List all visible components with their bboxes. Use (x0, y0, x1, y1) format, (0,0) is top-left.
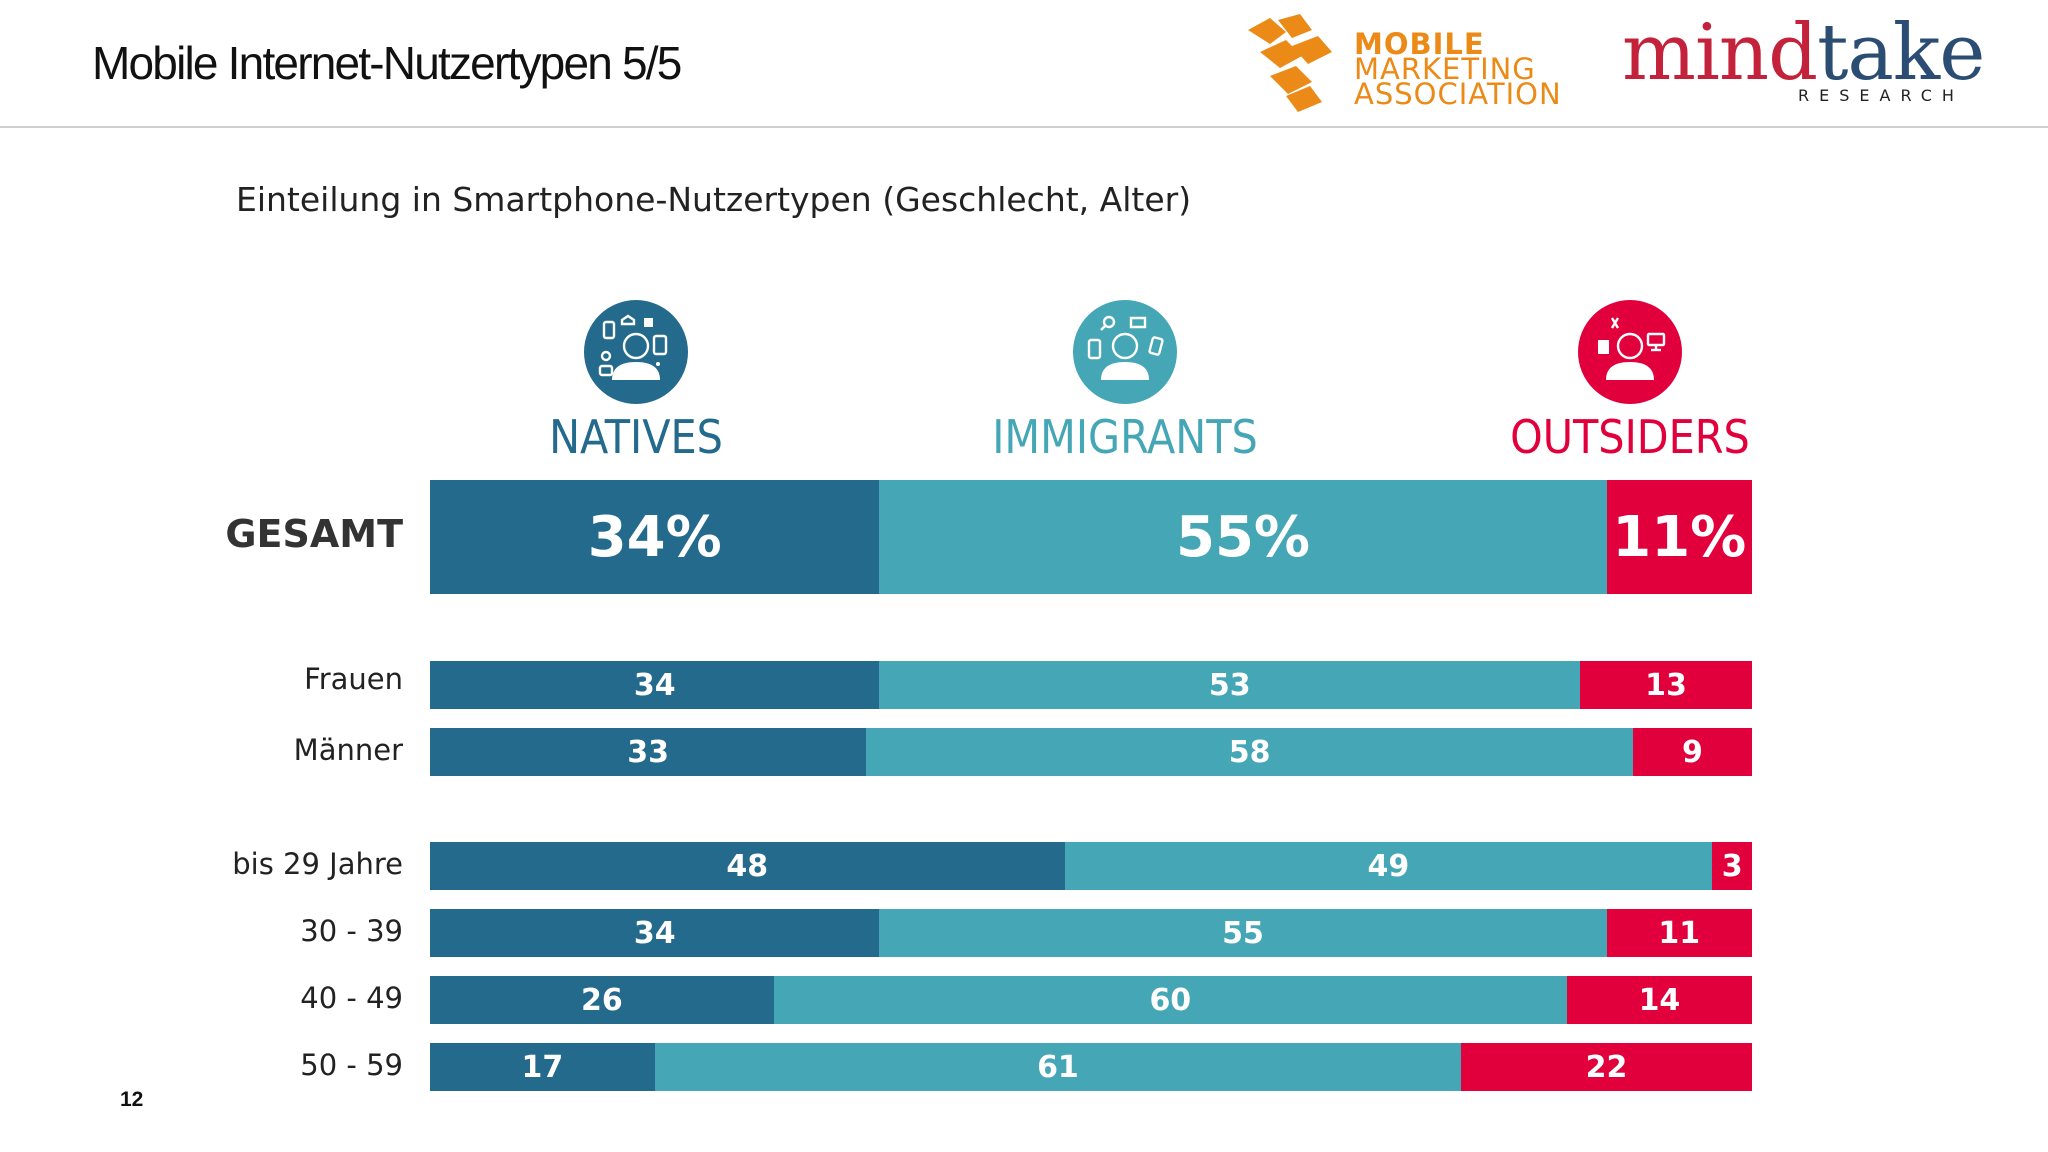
value-label-gesamt-outsiders: 11% (1612, 504, 1747, 570)
bar-50-59: 17 61 22 (430, 1043, 1752, 1091)
outsiders-label: OUTSIDERS (1510, 410, 1750, 464)
bar-segment-40-49-outsiders: 14 (1566, 976, 1752, 1024)
bar-segment-maenner-natives: 33 (430, 728, 867, 776)
outsiders-person-computer-icon (1578, 300, 1682, 404)
bar-segment-50-59-immigrants: 61 (654, 1043, 1462, 1091)
natives-label: NATIVES (549, 410, 723, 464)
mma-wordmark: MOBILE MARKETING ASSOCIATION (1354, 27, 1562, 111)
bar-segment-bis-29-outsiders: 3 (1712, 842, 1752, 890)
mindtake-word-part-1: mind (1622, 8, 1818, 98)
value-label-bis-29-immigrants: 49 (1367, 848, 1410, 884)
chart-title: Einteilung in Smartphone-Nutzertypen (Ge… (236, 180, 1192, 219)
value-label-50-59-natives: 17 (521, 1049, 564, 1085)
outsiders-icon-circle (1578, 300, 1682, 404)
page-number: 12 (120, 1088, 144, 1111)
slide-title: Mobile Internet-Nutzertypen 5/5 (92, 37, 682, 89)
bar-segment-40-49-natives: 26 (430, 976, 774, 1024)
value-label-50-59-outsiders: 22 (1585, 1049, 1628, 1085)
bar-segment-frauen-immigrants: 53 (879, 661, 1581, 709)
value-label-frauen-outsiders: 13 (1645, 667, 1687, 703)
bar-gesamt: 34% 55% 11% (430, 480, 1752, 594)
bar-segment-bis-29-natives: 48 (430, 842, 1065, 890)
bar-30-39: 34 55 11 (430, 909, 1752, 957)
value-label-30-39-immigrants: 55 (1222, 915, 1264, 951)
bar-segment-50-59-natives: 17 (430, 1043, 655, 1091)
bar-segment-50-59-outsiders: 22 (1461, 1043, 1752, 1091)
bar-segment-30-39-natives: 34 (430, 909, 880, 957)
row-label-bis-29: bis 29 Jahre (232, 847, 403, 881)
immigrants-person-devices-icon (1073, 300, 1177, 404)
mindtake-word-part-2: take (1817, 8, 1985, 98)
value-label-frauen-natives: 34 (633, 667, 676, 703)
natives-person-apps-icon (584, 300, 688, 404)
immigrants-icon-circle (1073, 300, 1177, 404)
bar-segment-gesamt-natives: 34% (430, 480, 880, 594)
row-label-50-59: 50 - 59 (300, 1048, 403, 1082)
bar-segment-maenner-immigrants: 58 (866, 728, 1633, 776)
value-label-40-49-natives: 26 (580, 982, 623, 1018)
mma-emblem-icon (1248, 14, 1332, 112)
bar-segment-maenner-outsiders: 9 (1633, 728, 1752, 776)
value-label-30-39-outsiders: 11 (1658, 915, 1701, 951)
bar-segment-frauen-natives: 34 (430, 661, 880, 709)
value-label-50-59-immigrants: 61 (1037, 1049, 1079, 1085)
value-label-40-49-immigrants: 60 (1149, 982, 1192, 1018)
bar-segment-frauen-outsiders: 13 (1580, 661, 1752, 709)
row-label-30-39: 30 - 39 (300, 914, 403, 948)
mma-logo: MOBILE MARKETING ASSOCIATION (1240, 12, 1580, 120)
mindtake-logo: mindtake RESEARCH (1612, 8, 2012, 118)
value-label-bis-29-natives: 48 (726, 848, 769, 884)
value-label-maenner-natives: 33 (627, 734, 669, 770)
value-label-gesamt-immigrants: 55% (1175, 504, 1311, 570)
value-label-gesamt-natives: 34% (587, 504, 722, 570)
value-label-maenner-outsiders: 9 (1682, 734, 1703, 770)
value-label-bis-29-outsiders: 3 (1721, 848, 1743, 884)
mma-line-3: ASSOCIATION (1354, 77, 1562, 111)
bar-segment-40-49-immigrants: 60 (773, 976, 1567, 1024)
bar-segment-30-39-immigrants: 55 (879, 909, 1607, 957)
bar-40-49: 26 60 14 (430, 976, 1752, 1024)
value-label-frauen-immigrants: 53 (1208, 667, 1251, 703)
row-label-maenner: Männer (293, 733, 403, 767)
row-label-frauen: Frauen (304, 662, 403, 696)
header-divider (0, 126, 2048, 128)
row-label-gesamt: GESAMT (225, 512, 403, 556)
value-label-maenner-immigrants: 58 (1228, 734, 1271, 770)
natives-icon-circle (584, 300, 688, 404)
mindtake-tagline: RESEARCH (1798, 86, 1964, 105)
bar-bis-29: 48 49 3 (430, 842, 1752, 890)
mindtake-wordmark: mindtake (1622, 8, 1985, 98)
bar-segment-gesamt-immigrants: 55% (879, 480, 1607, 594)
value-label-40-49-outsiders: 14 (1638, 982, 1681, 1018)
bar-frauen: 34 53 13 (430, 661, 1752, 709)
mma-line-1: MOBILE (1354, 27, 1485, 61)
bar-segment-gesamt-outsiders: 11% (1606, 480, 1752, 594)
immigrants-label: IMMIGRANTS (992, 410, 1258, 464)
bar-maenner: 33 58 9 (430, 728, 1752, 776)
row-label-40-49: 40 - 49 (300, 981, 403, 1015)
bar-segment-30-39-outsiders: 11 (1606, 909, 1752, 957)
bar-segment-bis-29-immigrants: 49 (1064, 842, 1713, 890)
value-label-30-39-natives: 34 (633, 915, 676, 951)
mma-line-2: MARKETING (1354, 52, 1536, 86)
